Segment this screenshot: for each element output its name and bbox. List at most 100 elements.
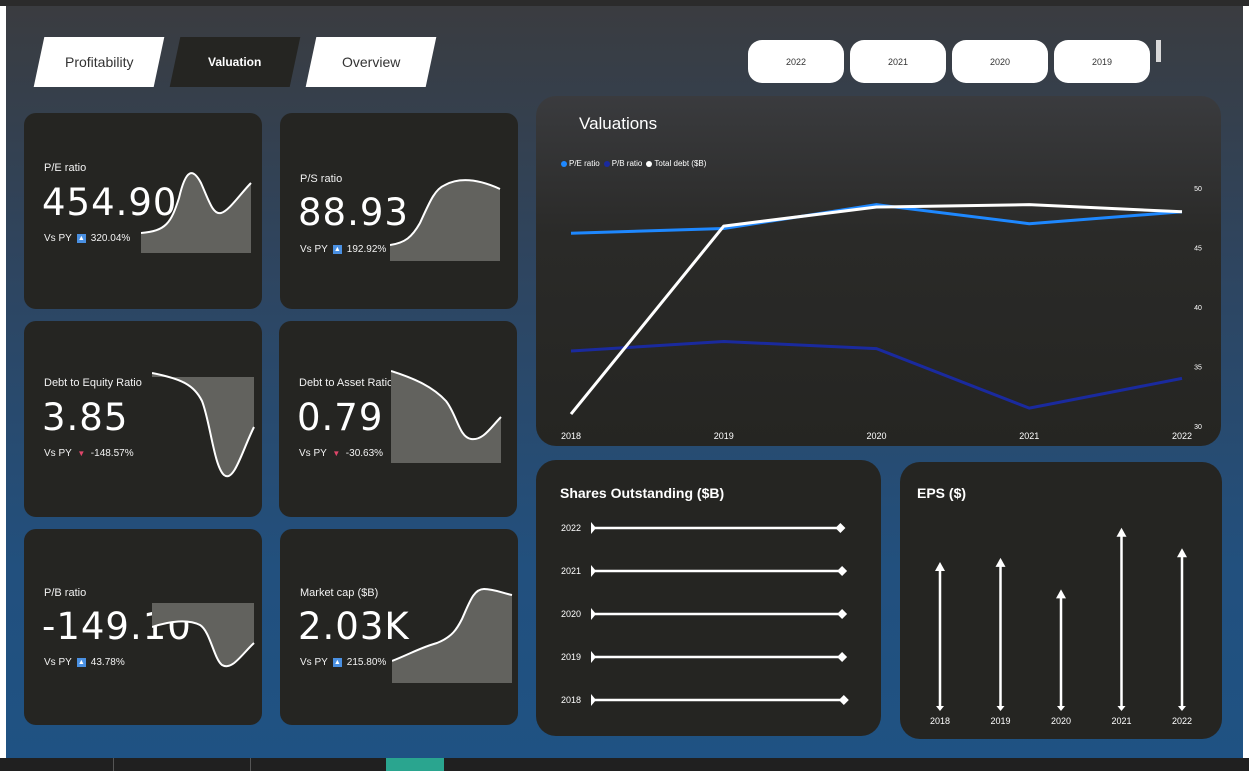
eps-bar-base bbox=[1178, 706, 1186, 711]
eps-arrow-head bbox=[995, 557, 1006, 567]
tab-profitability-label: Profitability bbox=[64, 54, 134, 70]
legend-dot bbox=[561, 160, 567, 167]
kpi-vs-py: Vs PY ▼ -30.63% bbox=[299, 448, 383, 459]
sparkline-ps bbox=[390, 179, 501, 261]
legend-dot bbox=[603, 160, 610, 167]
kpi-card-pe-ratio: P/E ratio 454.90 Vs PY ▲ 320.04% bbox=[24, 113, 262, 309]
kpi-value: 3.85 bbox=[42, 396, 129, 439]
kpi-vs-py: Vs PY ▲ 43.78% bbox=[44, 657, 125, 668]
x-category-label: 2022 bbox=[1172, 716, 1192, 726]
y-category-label: 2021 bbox=[561, 566, 581, 576]
x-tick-label: 2018 bbox=[561, 431, 581, 441]
arrow-down-icon: ▼ bbox=[332, 449, 341, 458]
x-category-label: 2021 bbox=[1111, 716, 1131, 726]
kpi-label: Debt to Asset Ratio bbox=[299, 377, 394, 389]
kpi-vs-py: Vs PY ▲ 320.04% bbox=[44, 233, 130, 244]
y-tick-label: 50 bbox=[1194, 186, 1202, 193]
valuations-line-chart: 2018 2019 2020 2021 2022 50 45 40 35 30 bbox=[561, 186, 1202, 441]
vs-py-change: -30.63% bbox=[345, 448, 384, 459]
x-category-label: 2019 bbox=[990, 716, 1010, 726]
sparkline-market-cap bbox=[392, 587, 513, 683]
kpi-value: 2.03K bbox=[298, 605, 410, 648]
eps-panel: EPS ($) 2018 2019 2020 2021 2022 bbox=[900, 462, 1222, 739]
valuations-panel: Valuations P/E ratio P/B ratio Total deb… bbox=[536, 96, 1221, 446]
vs-py-change: -148.57% bbox=[90, 448, 134, 459]
tab-overview[interactable]: Overview bbox=[305, 37, 437, 87]
vs-py-label: Vs PY bbox=[44, 233, 72, 244]
eps-bar-base bbox=[1057, 706, 1065, 711]
eps-arrow-head bbox=[1177, 548, 1187, 558]
tab-overview-label: Overview bbox=[341, 54, 401, 70]
vs-py-label: Vs PY bbox=[300, 244, 328, 255]
eps-title: EPS ($) bbox=[917, 485, 967, 501]
shares-title: Shares Outstanding ($B) bbox=[560, 485, 725, 501]
y-tick-label: 35 bbox=[1194, 365, 1202, 372]
vs-py-label: Vs PY bbox=[44, 657, 72, 668]
y-category-label: 2018 bbox=[561, 695, 581, 705]
tab-valuation-label: Valuation bbox=[208, 55, 262, 69]
kpi-vs-py: Vs PY ▼ -148.57% bbox=[44, 448, 134, 459]
tab-separator bbox=[113, 758, 114, 771]
series-line-2 bbox=[569, 203, 1183, 416]
eps-arrow-head bbox=[1116, 527, 1127, 537]
kpi-label: P/B ratio bbox=[44, 587, 87, 599]
bar-start-marker bbox=[591, 565, 596, 577]
kpi-label: Market cap ($B) bbox=[300, 587, 379, 599]
tab-valuation[interactable]: Valuation bbox=[169, 37, 301, 87]
tab-separator bbox=[250, 758, 251, 771]
series-line-0 bbox=[570, 203, 1183, 235]
bar-start-marker bbox=[591, 694, 596, 706]
sparkline-pb bbox=[152, 603, 255, 668]
bar-end-diamond bbox=[838, 695, 849, 705]
kpi-vs-py: Vs PY ▲ 215.80% bbox=[300, 657, 386, 668]
year-button-2020[interactable]: 2020 bbox=[952, 40, 1048, 83]
legend-dot bbox=[646, 160, 653, 167]
vs-py-change: 192.92% bbox=[346, 244, 387, 255]
year-button-2019[interactable]: 2019 bbox=[1054, 40, 1150, 83]
legend-item: P/B ratio bbox=[603, 159, 642, 168]
shares-bar-chart: 2022 2021 2020 2019 2018 bbox=[561, 522, 849, 706]
y-tick-label: 45 bbox=[1194, 246, 1202, 253]
y-category-label: 2022 bbox=[561, 523, 581, 533]
sparkline-pe bbox=[141, 172, 252, 253]
sparkline-debt-equity bbox=[152, 372, 255, 478]
arrow-down-icon: ▼ bbox=[77, 449, 86, 458]
x-tick-label: 2019 bbox=[714, 431, 734, 441]
arrow-up-icon: ▲ bbox=[76, 234, 86, 243]
kpi-card-pb-ratio: P/B ratio -149.10 Vs PY ▲ 43.78% bbox=[24, 529, 262, 725]
vs-py-change: 43.78% bbox=[90, 657, 125, 668]
legend-item: P/E ratio bbox=[561, 159, 600, 168]
bar-end-diamond bbox=[837, 652, 848, 662]
year-button-2022[interactable]: 2022 bbox=[748, 40, 844, 83]
eps-bar-base bbox=[936, 706, 944, 711]
vs-py-label: Vs PY bbox=[299, 448, 327, 459]
dashboard-canvas: Profitability Valuation Overview 2022 20… bbox=[6, 6, 1243, 758]
x-category-label: 2020 bbox=[1051, 716, 1071, 726]
kpi-label: P/S ratio bbox=[300, 173, 343, 185]
arrow-up-icon: ▲ bbox=[332, 658, 342, 667]
shares-outstanding-panel: Shares Outstanding ($B) 2022 2021 2020 2019… bbox=[536, 460, 881, 736]
bar-start-marker bbox=[591, 608, 596, 620]
x-tick-label: 2022 bbox=[1172, 431, 1192, 441]
eps-arrow-head bbox=[935, 562, 945, 571]
slicer-scroll-handle[interactable] bbox=[1156, 40, 1161, 62]
kpi-card-debt-to-equity: Debt to Equity Ratio 3.85 Vs PY ▼ -148.5… bbox=[24, 321, 262, 517]
valuations-legend: P/E ratio P/B ratio Total debt ($B) bbox=[561, 159, 706, 168]
tab-profitability[interactable]: Profitability bbox=[33, 37, 165, 87]
y-tick-label: 40 bbox=[1194, 305, 1202, 312]
eps-bar-chart: 2018 2019 2020 2021 2022 bbox=[930, 527, 1192, 726]
active-page-tab[interactable] bbox=[386, 758, 444, 771]
eps-arrow-head bbox=[1056, 589, 1066, 599]
series-line-1 bbox=[570, 340, 1183, 410]
x-tick-label: 2021 bbox=[1019, 431, 1039, 441]
kpi-card-market-cap: Market cap ($B) 2.03K Vs PY ▲ 215.80% bbox=[280, 529, 518, 725]
kpi-label: Debt to Equity Ratio bbox=[44, 377, 142, 389]
y-tick-label: 30 bbox=[1194, 424, 1202, 431]
x-tick-label: 2020 bbox=[866, 431, 886, 441]
year-button-2021[interactable]: 2021 bbox=[850, 40, 946, 83]
kpi-card-debt-to-asset: Debt to Asset Ratio 0.79 Vs PY ▼ -30.63% bbox=[279, 321, 517, 517]
bar-end-diamond bbox=[837, 609, 848, 619]
bar-start-marker bbox=[591, 651, 596, 663]
bar-end-diamond bbox=[837, 566, 848, 576]
sparkline-debt-asset bbox=[391, 370, 502, 463]
